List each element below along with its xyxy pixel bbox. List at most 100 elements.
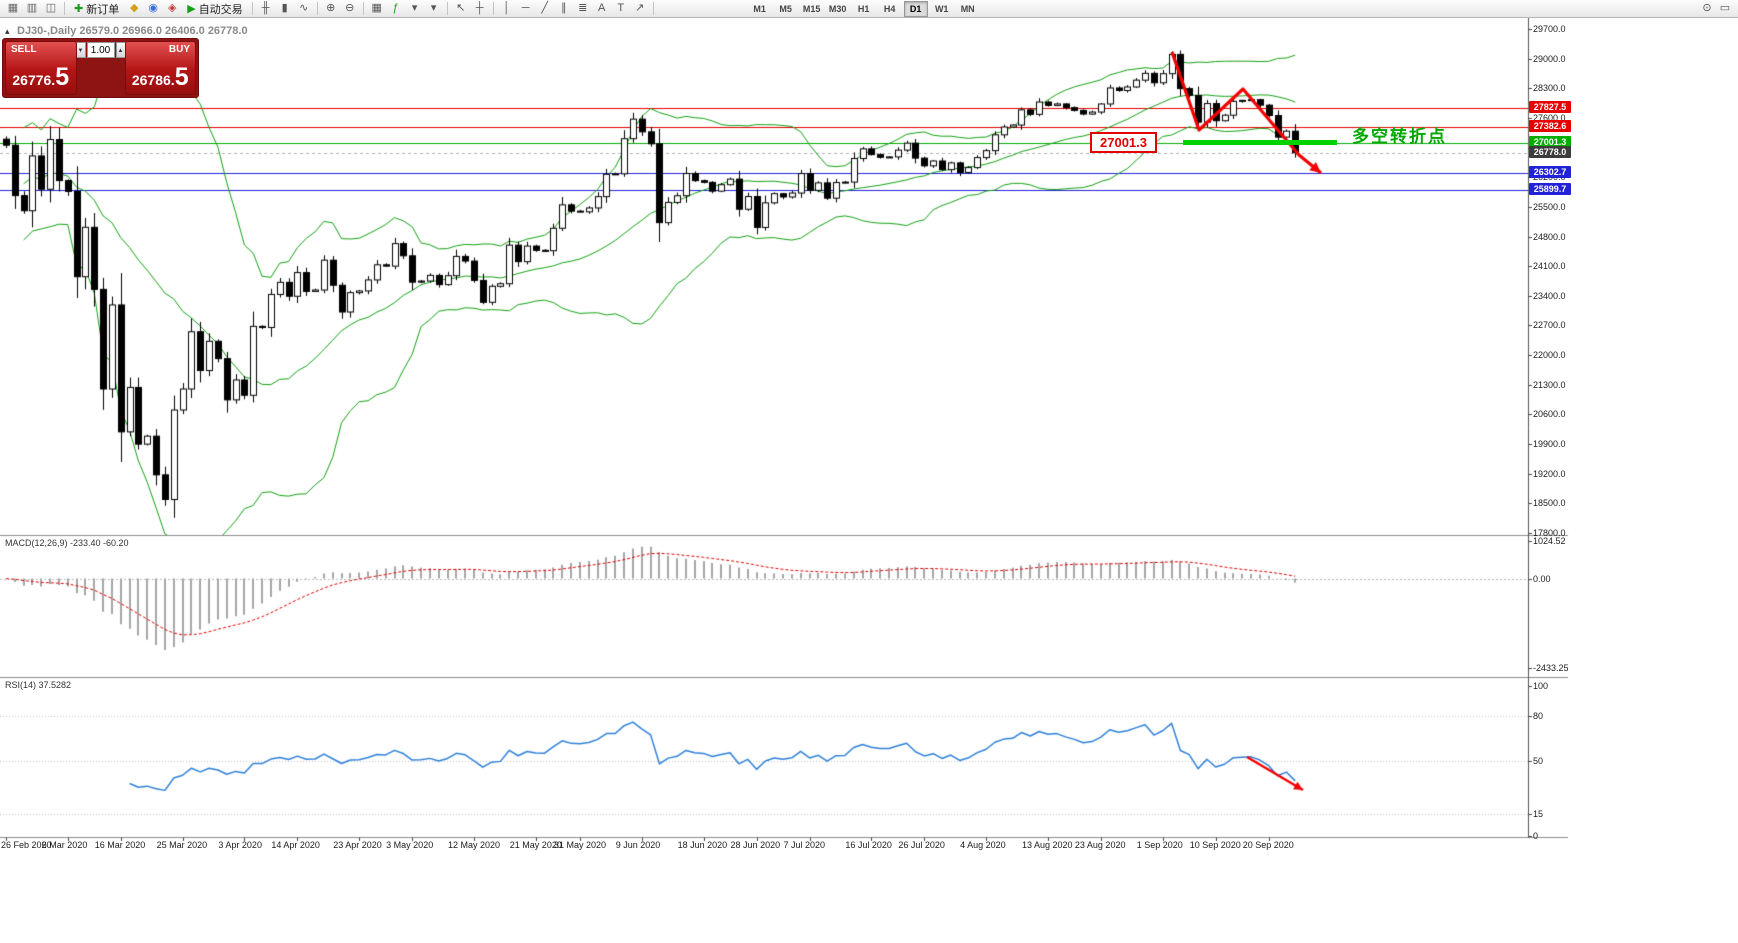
toolbar-separator	[362, 2, 364, 15]
macd-scale-tick: 1024.52	[1533, 535, 1566, 546]
volume-decrease-button[interactable]: ▼	[75, 42, 86, 58]
periods-dropdown-icon[interactable]: ▾	[430, 2, 437, 14]
volume-control: ▼ ▲	[75, 41, 126, 95]
timeframe-d1[interactable]: D1	[903, 0, 928, 17]
rsi-scale-tick: 100	[1533, 681, 1549, 691]
toolbar: ▦ ▥ ◫ ✚ 新订单 ◆ ◉ ◈ ▶ 自动交易 ╫ ▮ ∿ ⊕ ⊖ ▦ ƒ ▾ ▾ ↖ ┼ │ ─ ╱ ∥ ≣ A T ↗ M1 M5 M1…	[0, 0, 1738, 18]
chart-cycle-icon[interactable]: ◫	[45, 2, 57, 14]
toolbar-separator	[492, 2, 494, 15]
price-tag: 27827.5	[1529, 101, 1571, 114]
cursor-icon[interactable]: ↖	[456, 2, 466, 14]
timeframe-m15[interactable]: M15	[802, 3, 821, 14]
timeframe-group: M1 M5 M15 M30 H1 H4 D1 W1 MN	[747, 0, 981, 17]
x-axis-label: 1 Sep 2020	[1136, 840, 1183, 850]
price-chart-canvas[interactable]	[0, 18, 1738, 943]
toolbar-right-group: ⊙ ▭	[1698, 1, 1734, 16]
y-axis-tick: 22000.0	[1533, 350, 1566, 361]
one-click-trading-panel: SELL 26776.5 ▼ ▲ BUY 26786.5	[2, 38, 199, 98]
y-axis-tick: 24800.0	[1533, 231, 1566, 242]
x-axis-label: 7 Jul 2020	[783, 840, 826, 850]
y-axis-tick: 19200.0	[1533, 468, 1566, 479]
data-window-icon[interactable]: ◉	[148, 2, 159, 14]
new-order-button[interactable]: ✚ 新订单	[69, 1, 124, 16]
x-axis-label: 21 May 2020	[509, 840, 562, 850]
toolbar-separator	[64, 2, 65, 15]
y-axis-tick: 29700.0	[1533, 24, 1566, 34]
y-axis-tick: 23400.0	[1533, 290, 1566, 301]
macd-scale-tick: 0.00	[1533, 573, 1551, 584]
price-tag: 26778.0	[1529, 145, 1571, 158]
x-axis-label: 23 Apr 2020	[333, 840, 382, 850]
timeframe-m30[interactable]: M30	[828, 3, 847, 14]
market-watch-icon[interactable]: ◆	[129, 2, 139, 14]
text-label-icon[interactable]: T	[617, 2, 625, 14]
x-axis-label: 14 Apr 2020	[271, 840, 320, 850]
ohlc-bars-icon[interactable]: ╫	[261, 2, 270, 14]
trendline-icon[interactable]: ╱	[541, 2, 548, 14]
channel-icon[interactable]: ∥	[560, 2, 567, 14]
y-axis-tick: 18500.0	[1533, 498, 1566, 509]
autotrading-button[interactable]: ▶ 自动交易	[182, 1, 247, 16]
x-axis-label: 26 Jul 2020	[898, 840, 945, 850]
x-axis-label: 20 Sep 2020	[1242, 840, 1294, 850]
buy-label: BUY	[168, 44, 190, 55]
tile-windows-icon[interactable]: ▦	[371, 2, 382, 14]
buy-price: 26786.5	[131, 63, 189, 91]
text-icon[interactable]: A	[598, 2, 606, 14]
support-line-highlight[interactable]	[1183, 140, 1337, 145]
x-axis-label: 4 Aug 2020	[960, 840, 1006, 850]
x-axis-label: 12 May 2020	[447, 840, 501, 850]
mouse-pointer-icon[interactable]: ▭	[1719, 2, 1731, 14]
zoom-in-icon[interactable]: ⊕	[326, 2, 336, 14]
new-chart-icon[interactable]: ▦	[7, 2, 19, 14]
y-axis-tick: 19900.0	[1533, 439, 1566, 450]
horizontal-line-icon[interactable]: ─	[521, 2, 530, 14]
search-icon[interactable]: ⊙	[1702, 2, 1712, 14]
one-click-collapse-icon[interactable]: ▴	[5, 26, 10, 36]
symbol-ohlc-overlay: DJ30-,Daily 26579.0 26966.0 26406.0 2677…	[17, 25, 248, 37]
y-axis-tick: 24100.0	[1533, 261, 1566, 272]
line-chart-icon[interactable]: ∿	[299, 2, 309, 14]
price-tag: 26302.7	[1529, 165, 1571, 178]
navigator-icon[interactable]: ◈	[167, 2, 177, 14]
x-axis-label: 13 Aug 2020	[1021, 840, 1073, 850]
x-axis-label: 3 May 2020	[386, 840, 434, 850]
timeframe-mn[interactable]: MN	[960, 3, 975, 14]
x-axis-label: 18 Jun 2020	[677, 840, 728, 850]
y-axis-tick: 17800.0	[1533, 528, 1566, 538]
turning-point-label[interactable]: 多空转折点	[1352, 127, 1447, 146]
toolbar-separator	[251, 2, 253, 15]
x-axis-label: 6 Mar 2020	[41, 840, 88, 850]
new-order-icon: ✚	[74, 3, 84, 15]
rsi-scale-tick: 15	[1533, 808, 1544, 819]
zoom-out-icon[interactable]: ⊖	[345, 2, 355, 14]
arrows-tool-icon[interactable]: ↗	[635, 2, 645, 14]
sell-button[interactable]: SELL 26776.5	[5, 41, 77, 95]
vertical-line-icon[interactable]: │	[503, 2, 511, 14]
y-axis-tick: 25500.0	[1533, 201, 1566, 212]
indicators-dropdown-icon[interactable]: ▾	[411, 2, 418, 14]
price-annotation-box[interactable]: 27001.3	[1090, 132, 1157, 153]
x-axis-label: 3 Apr 2020	[218, 840, 262, 850]
x-axis-label: 25 Mar 2020	[156, 840, 208, 850]
timeframe-w1[interactable]: W1	[934, 3, 949, 14]
profiles-icon[interactable]: ▥	[26, 2, 38, 14]
y-axis-tick: 22700.0	[1533, 320, 1566, 331]
volume-input[interactable]	[86, 42, 115, 58]
buy-button[interactable]: BUY 26786.5	[124, 41, 196, 95]
fibonacci-icon[interactable]: ≣	[578, 2, 588, 14]
new-order-button-label: 新订单	[86, 3, 120, 16]
timeframe-m5[interactable]: M5	[779, 3, 792, 14]
crosshair-icon[interactable]: ┼	[475, 2, 484, 14]
rsi-scale-tick: 0	[1533, 831, 1539, 841]
x-axis-label: 26 Feb 2020	[1, 840, 52, 850]
timeframe-h4[interactable]: H4	[883, 3, 896, 14]
toolbar-separator	[316, 2, 318, 15]
timeframe-m1[interactable]: M1	[753, 3, 766, 14]
indicators-icon[interactable]: ƒ	[392, 2, 399, 14]
x-axis-label: 16 Jul 2020	[845, 840, 892, 850]
timeframe-h1[interactable]: H1	[857, 3, 870, 14]
x-axis-label: 9 Jun 2020	[615, 840, 661, 850]
candlestick-icon[interactable]: ▮	[281, 2, 288, 14]
